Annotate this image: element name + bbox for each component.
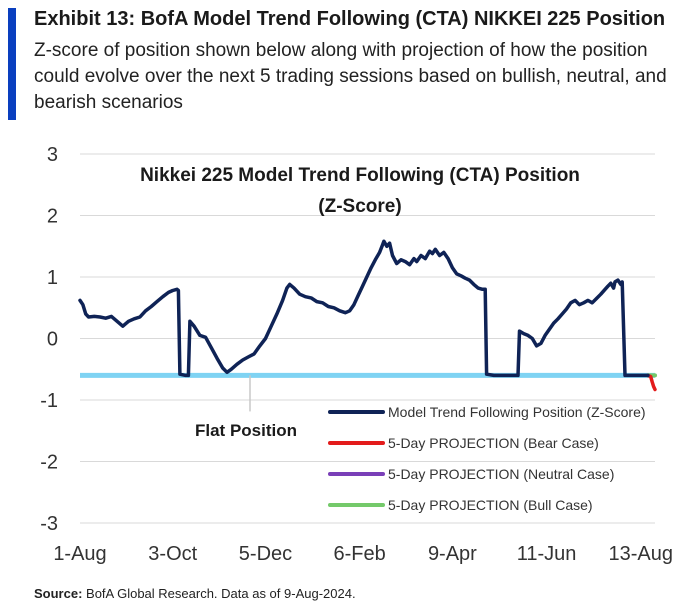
exhibit-subtitle: Z-score of position shown below along wi… <box>34 40 667 113</box>
legend: Model Trend Following Position (Z-Score)… <box>328 404 646 513</box>
exhibit-title: Exhibit 13: BofA Model Trend Following (… <box>34 8 666 30</box>
x-tick-label: 1-Aug <box>53 543 106 565</box>
legend-label-main: Model Trend Following Position (Z-Score) <box>388 404 646 420</box>
x-tick-label: 5-Dec <box>239 543 292 565</box>
y-tick-label: 2 <box>47 206 58 228</box>
chart: 3 2 1 0 -1 -2 -3 1-Aug 3-Oct 5-Dec 6-Feb 9-Apr 11-J… <box>40 144 673 565</box>
legend-label-bull: 5-Day PROJECTION (Bull Case) <box>388 497 593 513</box>
legend-label-bear: 5-Day PROJECTION (Bear Case) <box>388 435 599 451</box>
x-tick-label: 3-Oct <box>148 543 197 565</box>
chart-title-line2: (Z-Score) <box>318 196 401 217</box>
accent-bar <box>8 8 16 120</box>
legend-label-neutral: 5-Day PROJECTION (Neutral Case) <box>388 466 614 482</box>
series-line-main <box>78 239 650 378</box>
y-tick-label: -2 <box>40 452 58 474</box>
y-tick-label: -1 <box>40 390 58 412</box>
source-text: BofA Global Research. Data as of 9-Aug-2… <box>82 586 356 601</box>
flat-position-label: Flat Position <box>195 421 297 440</box>
source-label: Source: <box>34 586 83 601</box>
x-tick-label: 11-Jun <box>517 543 577 565</box>
x-tick-label: 9-Apr <box>428 543 477 565</box>
y-tick-label: 0 <box>47 329 58 351</box>
y-tick-label: -3 <box>40 513 58 535</box>
series-line-bear <box>646 373 657 392</box>
chart-title-line1: Nikkei 225 Model Trend Following (CTA) P… <box>140 165 580 186</box>
x-axis-ticks: 1-Aug 3-Oct 5-Dec 6-Feb 9-Apr 11-Jun 13-Aug <box>53 543 673 565</box>
source-note: Source: BofA Global Research. Data as of… <box>34 586 356 601</box>
y-tick-label: 1 <box>47 267 58 289</box>
x-tick-label: 13-Aug <box>608 543 673 565</box>
y-axis-ticks: 3 2 1 0 -1 -2 -3 <box>40 144 58 535</box>
x-tick-label: 6-Feb <box>334 543 386 565</box>
series-layer <box>78 239 657 392</box>
y-tick-label: 3 <box>47 144 58 166</box>
